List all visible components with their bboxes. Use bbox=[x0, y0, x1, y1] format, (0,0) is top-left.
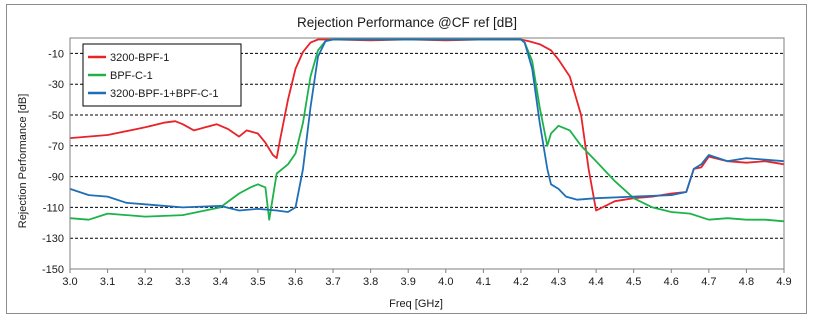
y-tick-label: -50 bbox=[48, 110, 64, 122]
y-tick-label: -90 bbox=[48, 172, 64, 184]
legend-label: 3200-BPF-1+BPF-C-1 bbox=[110, 88, 219, 100]
y-tick-label: -70 bbox=[48, 141, 64, 153]
x-tick-label: 4.0 bbox=[438, 276, 453, 288]
x-tick-label: 4.7 bbox=[701, 276, 716, 288]
x-tick-label: 3.3 bbox=[175, 276, 190, 288]
x-tick-label: 3.6 bbox=[288, 276, 303, 288]
x-tick-label: 4.4 bbox=[588, 276, 603, 288]
chart-svg: Rejection Performance @CF ref [dB] Freq … bbox=[17, 15, 792, 310]
x-tick-label: 4.9 bbox=[776, 276, 791, 288]
x-tick-label: 4.8 bbox=[739, 276, 754, 288]
legend-label: 3200-BPF-1 bbox=[110, 52, 169, 64]
series-layer bbox=[69, 38, 785, 223]
x-tick-label: 3.8 bbox=[363, 276, 378, 288]
y-tick-label: -10 bbox=[48, 48, 64, 60]
x-tick-label: 3.1 bbox=[100, 276, 115, 288]
y-tick-label: -130 bbox=[42, 233, 64, 245]
x-tick-label: 4.6 bbox=[664, 276, 679, 288]
x-tick-label: 4.1 bbox=[476, 276, 491, 288]
legend-box bbox=[82, 43, 242, 107]
legend: 3200-BPF-1 BPF-C-1 3200-BPF-1+BPF-C-1 bbox=[82, 43, 242, 107]
chart-title: Rejection Performance @CF ref [dB] bbox=[297, 15, 517, 30]
x-tick-label: 3.9 bbox=[401, 276, 416, 288]
series-line-3 bbox=[69, 38, 785, 213]
chart-frame: Rejection Performance @CF ref [dB] Freq … bbox=[6, 4, 807, 314]
y-tick-label: -110 bbox=[43, 202, 64, 214]
x-tick-label: 3.2 bbox=[138, 276, 153, 288]
x-tick-label: 4.3 bbox=[551, 276, 566, 288]
y-tick-label: -150 bbox=[42, 264, 64, 276]
x-tick-label: 4.2 bbox=[513, 276, 528, 288]
y-axis-title: Rejection Performance [dB] bbox=[17, 94, 29, 229]
x-axis-title: Freq [GHz] bbox=[389, 298, 443, 310]
x-tick-label: 3.5 bbox=[250, 276, 265, 288]
x-tick-label: 4.5 bbox=[626, 276, 641, 288]
y-tick-label: -30 bbox=[48, 79, 64, 91]
plot-area-border bbox=[69, 37, 785, 270]
x-tick-label: 3.0 bbox=[62, 276, 77, 288]
legend-label: BPF-C-1 bbox=[110, 70, 153, 82]
x-tick-label: 3.4 bbox=[213, 276, 228, 288]
x-tick-label: 3.7 bbox=[325, 276, 340, 288]
